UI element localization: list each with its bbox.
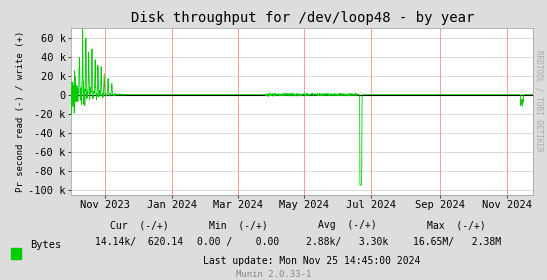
Text: Cur  (-/+): Cur (-/+) [110,220,169,230]
Text: Max  (-/+): Max (-/+) [427,220,486,230]
Text: RRDTOOL / TOBI OETIKER: RRDTOOL / TOBI OETIKER [534,50,543,152]
Text: 2.88k/   3.30k: 2.88k/ 3.30k [306,237,388,247]
Text: Avg  (-/+): Avg (-/+) [318,220,377,230]
Text: Bytes: Bytes [30,240,61,250]
Text: Last update: Mon Nov 25 14:45:00 2024: Last update: Mon Nov 25 14:45:00 2024 [203,256,421,266]
Text: 16.65M/   2.38M: 16.65M/ 2.38M [412,237,501,247]
Text: 14.14k/  620.14: 14.14k/ 620.14 [95,237,184,247]
Y-axis label: Pr second read (-) / write (+): Pr second read (-) / write (+) [16,31,25,192]
Text: Min  (-/+): Min (-/+) [208,220,267,230]
Title: Disk throughput for /dev/loop48 - by year: Disk throughput for /dev/loop48 - by yea… [131,11,474,25]
Text: Munin 2.0.33-1: Munin 2.0.33-1 [236,270,311,279]
Text: 0.00 /    0.00: 0.00 / 0.00 [197,237,279,247]
